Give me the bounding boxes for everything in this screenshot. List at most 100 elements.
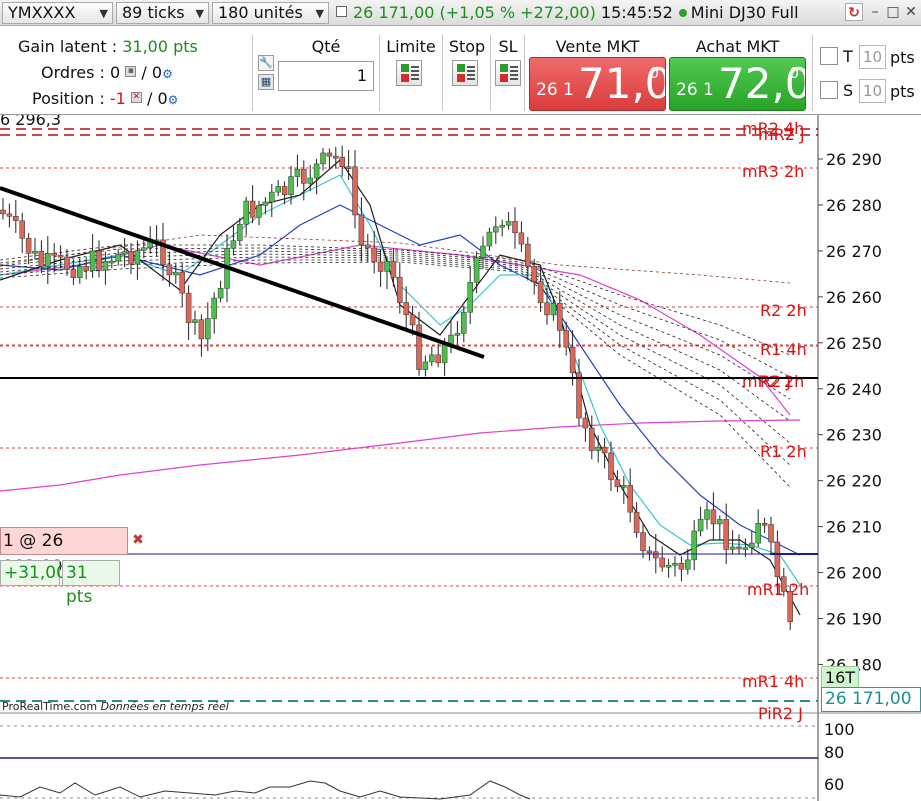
candle xyxy=(192,319,198,323)
candle xyxy=(454,333,461,336)
price-tick-label: 26 200 xyxy=(826,564,882,583)
candle xyxy=(134,250,141,265)
chart-top-label: 6 296,3 xyxy=(0,115,61,129)
order-tag[interactable]: 1 @ 26 203,00 xyxy=(0,527,128,577)
candle xyxy=(614,479,621,488)
candle xyxy=(109,260,115,264)
stop-label: S xyxy=(843,81,854,100)
candle xyxy=(768,524,774,543)
candle xyxy=(333,155,339,159)
candle xyxy=(704,509,710,520)
candle xyxy=(480,245,486,258)
price-tick-label: 26 240 xyxy=(826,380,882,399)
candle xyxy=(397,276,403,303)
ma-magenta-flat xyxy=(0,419,801,492)
ma-magenta xyxy=(0,244,791,416)
candle xyxy=(723,519,729,550)
candle xyxy=(128,251,134,265)
stop-checkbox[interactable] xyxy=(820,81,838,99)
candle xyxy=(787,591,793,622)
position-status: Position : -1 ✕ / 0⚙ xyxy=(32,89,178,108)
restore-button[interactable]: □ xyxy=(886,4,900,20)
position-total: / 0 xyxy=(147,89,168,108)
trend-line[interactable] xyxy=(0,186,485,359)
candle xyxy=(544,302,550,316)
stop-points-input[interactable]: 10 xyxy=(859,79,886,103)
time-text: 15:45:52 xyxy=(600,3,673,22)
indicator-tick: 60 xyxy=(824,775,844,794)
candle xyxy=(409,314,416,326)
candle xyxy=(141,247,147,251)
candle xyxy=(6,213,13,217)
candle xyxy=(493,226,499,233)
candle xyxy=(435,354,441,364)
candle xyxy=(320,152,326,165)
refresh-icon[interactable]: ↻ xyxy=(845,3,863,21)
quote-summary: 26 171,00 (+1,05 % +272,00) 15:45:52 Mini… xyxy=(336,2,799,24)
candle xyxy=(365,244,371,249)
candle xyxy=(537,281,544,303)
candle xyxy=(275,186,281,193)
candle xyxy=(531,265,537,283)
candle xyxy=(563,330,569,348)
sell-price-fraction: 0 xyxy=(649,64,659,82)
candle xyxy=(45,253,51,267)
candle xyxy=(390,261,397,278)
candle xyxy=(269,191,275,203)
buy-market-button[interactable]: 26 1 72,0 0 xyxy=(669,57,806,111)
target-checkbox[interactable] xyxy=(820,47,838,65)
ticks-dropdown[interactable]: 89 ticks ▼ xyxy=(116,2,209,24)
keypad-icon[interactable]: ▦ xyxy=(258,74,274,90)
target-points-input[interactable]: 10 xyxy=(859,45,886,69)
candle xyxy=(441,344,448,364)
last-price-badge: 26 171,00 xyxy=(821,687,921,712)
close-button[interactable]: ✕ xyxy=(905,4,917,20)
sell-price-main: 71,0 xyxy=(578,59,666,108)
candle xyxy=(256,205,262,218)
candle xyxy=(416,324,422,370)
indicator-pane xyxy=(0,725,818,800)
candle xyxy=(499,224,505,228)
quantity-input[interactable]: 1 xyxy=(278,61,374,91)
candle xyxy=(557,302,563,331)
candle xyxy=(461,311,467,334)
candle xyxy=(217,288,224,299)
candle xyxy=(672,563,678,566)
candle xyxy=(685,559,691,570)
buy-price-prefix: 26 1 xyxy=(676,80,714,100)
position-label: Position : xyxy=(32,89,105,108)
candle xyxy=(102,261,109,271)
candle xyxy=(403,302,409,316)
minimize-button[interactable]: – xyxy=(871,4,879,20)
candle xyxy=(32,250,38,254)
stop-order-button[interactable] xyxy=(452,60,478,86)
buy-price-main: 72,0 xyxy=(718,59,806,108)
quantity-header: Qté xyxy=(311,37,341,56)
pivot-label: mR3 2h xyxy=(742,162,804,181)
instrument-dropdown[interactable]: YMXXXX ▼ xyxy=(2,2,113,24)
candle xyxy=(51,253,57,256)
candle xyxy=(294,168,301,177)
divider xyxy=(379,35,380,111)
candle xyxy=(243,200,249,225)
close-icon[interactable]: ✖ xyxy=(132,532,144,548)
limit-order-button[interactable] xyxy=(396,60,422,86)
units-dropdown[interactable]: 180 unités ▼ xyxy=(212,2,329,24)
candle xyxy=(697,519,704,532)
candle xyxy=(262,201,269,206)
candle xyxy=(121,251,128,255)
pivot-label: R1 2h xyxy=(760,442,807,461)
cancel-orders-icon[interactable]: ▪ xyxy=(125,66,137,77)
price-tick-label: 26 220 xyxy=(826,472,882,491)
sell-market-button[interactable]: 26 1 71,0 0 xyxy=(529,57,666,111)
wrench-icon[interactable]: 🔧 xyxy=(258,55,274,71)
gear-icon[interactable]: ⚙ xyxy=(162,67,173,81)
candle xyxy=(301,168,307,184)
price-tick-label: 26 290 xyxy=(826,150,882,169)
gear-icon[interactable]: ⚙ xyxy=(167,93,179,107)
market-open-icon xyxy=(678,8,687,17)
stop-loss-button[interactable] xyxy=(495,60,521,86)
info-icon[interactable] xyxy=(336,6,347,17)
close-position-icon[interactable]: ✕ xyxy=(130,92,142,103)
